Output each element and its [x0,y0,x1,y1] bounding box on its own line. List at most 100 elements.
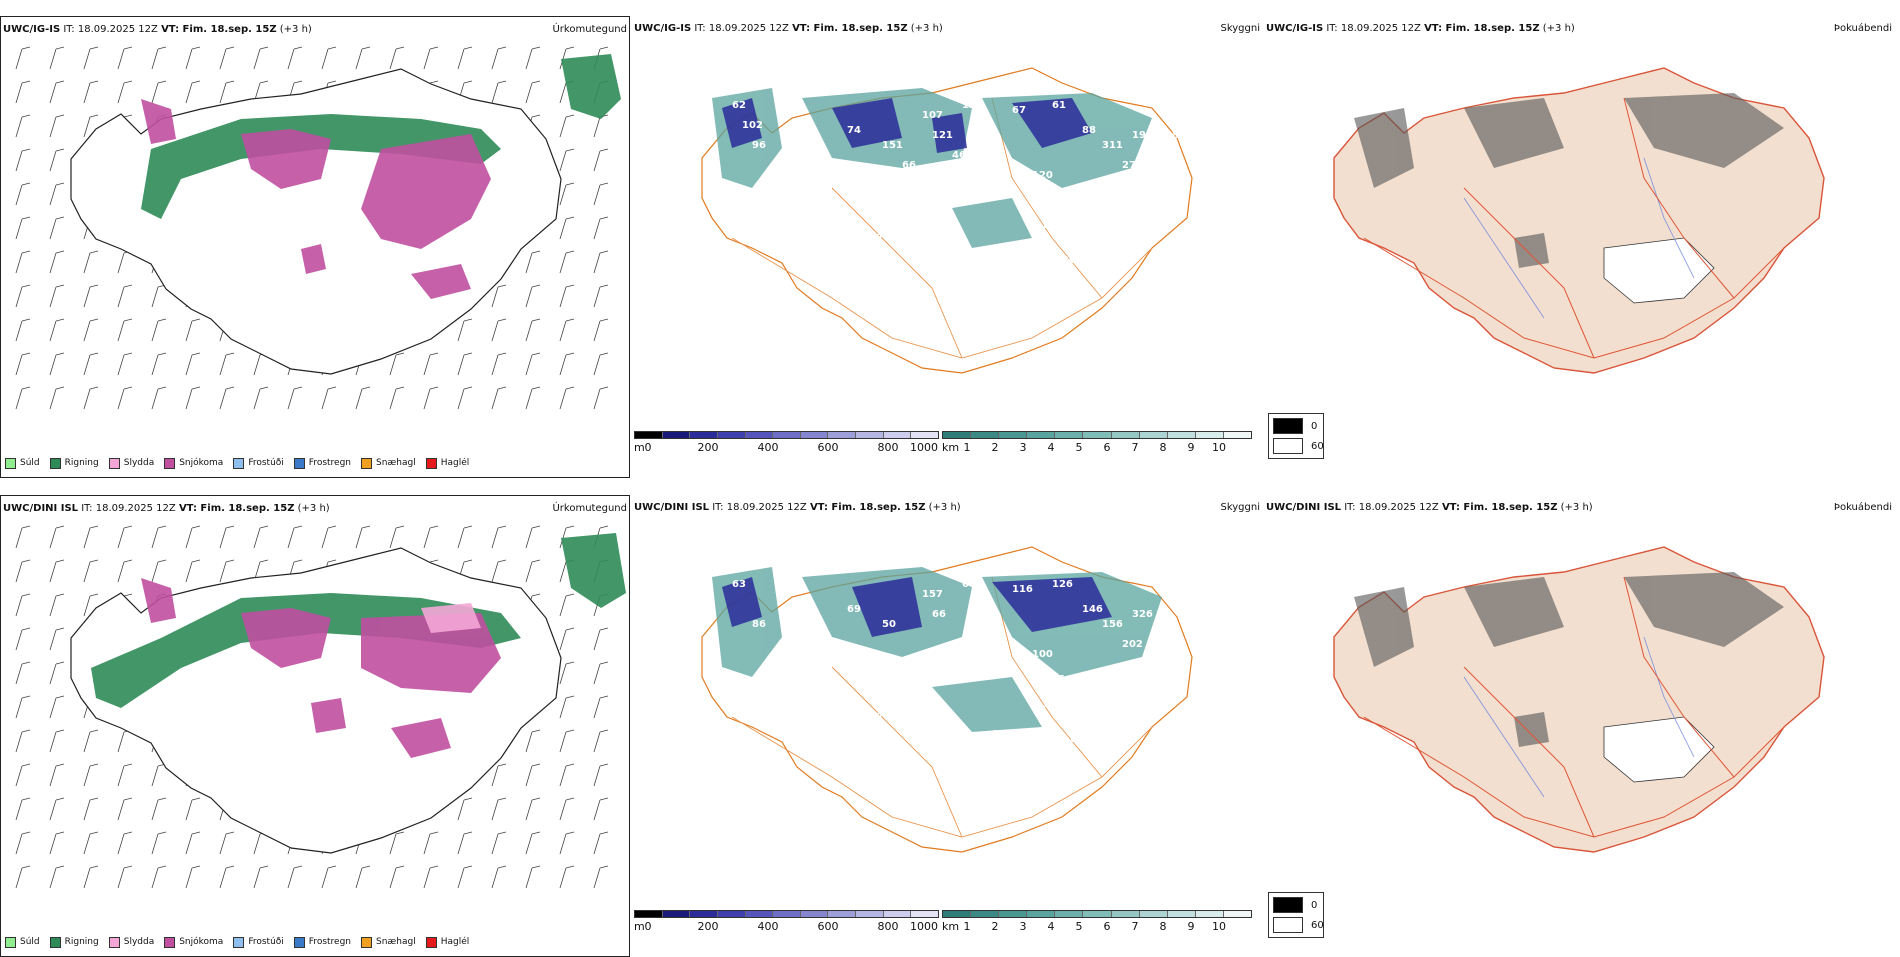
km-tick: 2 [991,441,999,454]
wind-barb [185,525,201,549]
wind-barb [219,831,235,855]
wind-barb [117,797,133,821]
visibility-value: 74 [847,125,861,136]
wind-barb [117,831,133,855]
visibility-value: 326 [1132,609,1153,620]
wind-barb [491,797,507,821]
wind-barb [185,46,201,70]
visibility-value: 50 [882,619,896,630]
model-name: UWC/IG-IS [3,24,61,35]
vis-blue [722,577,1112,637]
scale-swatch [1027,911,1056,917]
wind-barb [321,525,337,549]
wind-barb [559,593,575,617]
visibility-value: 607 [962,579,983,590]
visibility-value: 65 [792,220,806,231]
panel-header: UWC/DINI ISL IT: 18.09.2025 12Z VT: Fim.… [3,502,627,516]
height-tick: 1000 [910,920,938,933]
legend-item-haglel: Haglél [425,936,469,948]
fog-swatch [1273,418,1303,434]
wind-barb [49,729,65,753]
wind-barb [389,386,405,410]
wind-barb [593,729,609,753]
visibility-value: 156 [1102,619,1123,630]
fog-panel-igis: UWC/IG-IS IT: 18.09.2025 12Z VT: Fim. 18… [1264,16,1894,478]
wind-barb [253,525,269,549]
wind-barb [83,763,99,787]
legend-label: Slydda [123,937,155,947]
visibility-value: 107 [992,729,1013,740]
wind-barb [423,46,439,70]
visibility-value: 120 [1062,734,1083,745]
wind-barb [559,661,575,685]
scale-swatch [828,911,857,917]
legend-label: Rigning [64,937,99,947]
panel-title: Úrkomutegund [552,503,627,514]
fog-legend-row: 60 [1273,917,1324,933]
visibility-labels: 62 96 74 151 107 121 67 61 88 311 199 279 120 319 208 6… [732,100,1186,271]
scale-swatch [1055,432,1084,438]
precip-snow [141,99,491,299]
wind-barb [559,729,575,753]
scale-swatch [1055,911,1084,917]
legend-item-snjokoma: Snjókoma [164,936,223,948]
wind-barb [457,386,473,410]
wind-barb [593,182,609,206]
wind-barb [491,559,507,583]
precip-type-panel-dini: UWC/DINI ISL IT: 18.09.2025 12Z VT: Fim.… [0,495,630,957]
visibility-value: 63 [732,579,746,590]
wind-barb [15,559,31,583]
visibility-value: 86 [752,619,766,630]
wind-barb [525,80,541,104]
scale-swatch [1111,911,1140,917]
vis-blue [722,98,1092,153]
wind-barb [423,525,439,549]
wind-barb [117,80,133,104]
wind-barb [559,763,575,787]
wind-barb [117,729,133,753]
legend-item-snjokoma: Snjókoma [164,457,223,469]
lead-time: (+3 h) [1560,502,1593,513]
wind-barb [83,865,99,889]
model-name: UWC/DINI ISL [634,502,710,513]
model-name: UWC/IG-IS [634,23,692,34]
wind-barb [151,386,167,410]
wind-barb [457,797,473,821]
km-tick: 3 [1019,920,1027,933]
legend-label: Frostúði [248,937,284,947]
precip-legend: Súld Rigning Slydda Snjókoma Frostúði Fr… [5,455,469,471]
visibility-value: 116 [1012,584,1033,595]
visibility-value: 102 [742,120,763,131]
wind-barb [491,865,507,889]
wind-barb [559,318,575,342]
wind-barb [525,386,541,410]
wind-barb [593,661,609,685]
wind-barb [559,250,575,274]
wind-barb [185,559,201,583]
valid-time: VT: Fim. 18.sep. 15Z [1441,502,1558,513]
visibility-value: 62 [732,100,746,111]
scale-swatch [999,432,1028,438]
wind-barb [457,46,473,70]
visibility-value: 213 [992,250,1013,261]
valid-time: VT: Fim. 18.sep. 15Z [809,502,926,513]
wind-barb [321,46,337,70]
wind-barb [525,865,541,889]
legend-swatch [293,457,305,469]
wind-barb [491,386,507,410]
wind-barb [49,46,65,70]
wind-barb [559,352,575,376]
scale-swatch [773,911,801,917]
fog-legend-row: 60 [1273,438,1324,454]
wind-barb [49,695,65,719]
km-tick: 10 [1212,920,1226,933]
height-tick: 800 [877,920,899,933]
visibility-value: 136 [832,260,853,271]
legend-label: Haglél [440,458,470,468]
wind-barb [15,250,31,274]
wind-barb [287,46,303,70]
wind-barb [49,559,65,583]
scale-swatch [943,432,972,438]
wind-barb [83,284,99,308]
wind-barb [83,114,99,138]
